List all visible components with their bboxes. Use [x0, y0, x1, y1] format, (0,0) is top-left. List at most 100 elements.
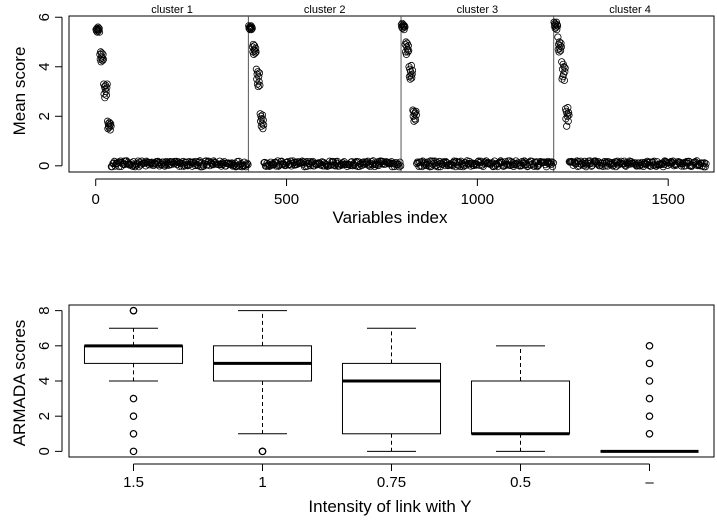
scatter-point	[238, 163, 246, 171]
scatter-x-axis-label: Variables index	[333, 208, 448, 227]
scatter-point	[401, 23, 409, 31]
scatter-point	[564, 108, 573, 117]
boxplot-box	[83, 306, 184, 456]
scatter-point	[406, 75, 414, 83]
scatter-point	[396, 158, 404, 166]
scatter-point	[395, 163, 403, 171]
scatter-point	[103, 84, 111, 92]
outlier-point	[645, 394, 654, 403]
scatter-point	[99, 55, 107, 63]
scatter-point	[556, 47, 565, 55]
outlier-point	[645, 342, 654, 350]
scatter-point	[557, 39, 565, 47]
scatter-point	[107, 122, 115, 130]
outlier-point	[129, 429, 138, 438]
cluster-label: cluster 2	[304, 4, 346, 16]
scatter-point	[97, 58, 105, 66]
scatter-point	[561, 64, 569, 72]
scatter-point	[250, 45, 258, 54]
scatter-point	[254, 82, 262, 91]
scatter-point	[553, 22, 562, 30]
scatter-point	[102, 87, 110, 96]
scatter-point	[405, 47, 413, 55]
scatter-point	[243, 159, 251, 167]
boxplot-x-axis-label: Intensity of link with Y	[308, 497, 471, 516]
scatter-point	[590, 158, 598, 166]
scatter-plot-frame	[68, 15, 715, 173]
scatter-point	[255, 78, 263, 86]
boxplot-box	[341, 327, 442, 452]
scatter-point	[103, 80, 111, 88]
cluster-label: cluster 3	[457, 4, 499, 16]
interquartile-box	[341, 362, 442, 435]
scatter-point	[446, 160, 454, 168]
scatter-point	[256, 81, 264, 89]
scatter-point	[700, 159, 709, 167]
outlier-point	[258, 447, 267, 456]
boxplot-y-tick-label: 0	[36, 447, 53, 455]
scatter-point	[107, 120, 115, 128]
scatter-y-tick-label: 6	[36, 13, 53, 21]
scatter-point	[109, 159, 117, 168]
scatter-y-tick-label: 4	[36, 63, 53, 71]
scatter-y-axis-label: Mean score	[10, 47, 29, 136]
scatter-point	[553, 26, 561, 34]
scatter-x-tick-label: 0	[92, 191, 100, 208]
scatter-point	[455, 161, 463, 169]
boxplot-x-tick-label: –	[645, 474, 654, 491]
scatter-point	[412, 107, 420, 115]
scatter-panel: 0 500 1000 1500 0 2 4 6 cluster 1 cluster 2 clus…	[10, 4, 715, 227]
scatter-point	[701, 163, 709, 171]
boxplot-y-tick-label: 8	[36, 306, 53, 314]
scatter-point	[548, 158, 556, 166]
scatter-point	[548, 163, 557, 171]
outlier-point	[645, 359, 654, 368]
scatter-point	[560, 76, 568, 84]
scatter-point	[408, 66, 417, 75]
scatter-point	[439, 158, 448, 166]
scatter-point	[702, 160, 710, 168]
outlier-point	[645, 412, 654, 420]
scatter-point	[105, 118, 114, 127]
boxplot-x-tick-label: 0.5	[510, 474, 531, 491]
scatter-point	[255, 69, 264, 77]
boxplot-x-tick-label: 1.5	[123, 474, 144, 491]
scatter-point	[258, 111, 267, 119]
outlier-point	[129, 306, 138, 315]
scatter-point	[102, 91, 111, 99]
boxplot-plot-frame	[68, 304, 715, 458]
scatter-point	[379, 157, 387, 166]
scatter-point	[408, 70, 416, 78]
scatter-point	[106, 121, 114, 129]
scatter-point	[411, 116, 420, 124]
outlier-point	[129, 447, 138, 456]
boxplot-y-tick-label: 4	[36, 377, 53, 385]
scatter-point	[561, 68, 569, 76]
scatter-point	[549, 159, 557, 167]
scatter-point	[408, 74, 416, 82]
scatter-point	[260, 121, 268, 129]
scatter-point	[99, 50, 107, 58]
scatter-point	[240, 158, 248, 166]
boxplot-y-axis-label: ARMADA scores	[10, 320, 29, 447]
scatter-point	[159, 158, 167, 166]
scatter-point	[251, 49, 259, 57]
scatter-point	[563, 122, 571, 130]
boxplot-x-tick-label: 0.75	[377, 474, 406, 491]
scatter-point	[412, 111, 420, 119]
outlier-point	[645, 377, 654, 385]
scatter-point	[95, 24, 103, 32]
scatter-point	[655, 161, 663, 169]
scatter-point	[565, 111, 573, 119]
scatter-point	[402, 38, 410, 46]
scatter-x-tick-label: 500	[274, 191, 299, 208]
outlier-point	[129, 394, 138, 403]
scatter-point	[252, 44, 260, 52]
boxplot-y-tick-label: 2	[36, 412, 53, 420]
scatter-point	[192, 157, 200, 166]
scatter-point	[253, 75, 261, 83]
scatter-point	[248, 24, 256, 32]
scatter-point	[117, 162, 125, 170]
scatter-point	[259, 116, 267, 124]
